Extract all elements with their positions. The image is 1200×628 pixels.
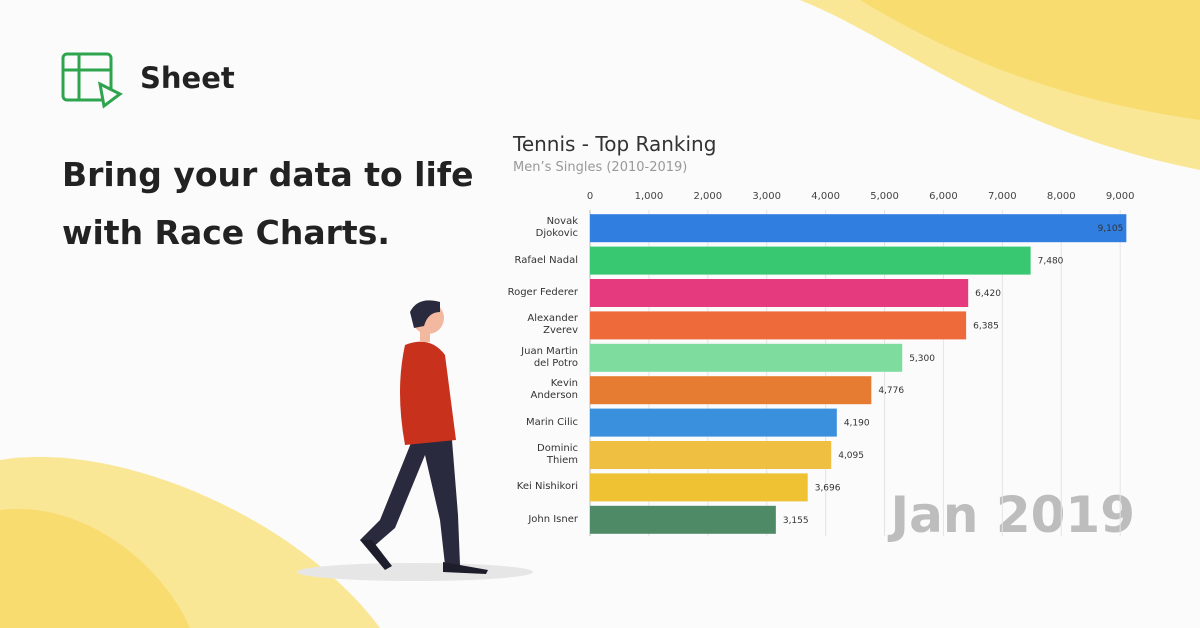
bar <box>590 343 903 372</box>
bar <box>590 408 837 437</box>
blob <box>860 0 1200 120</box>
y-tick-label: John Isner <box>528 513 578 525</box>
bar <box>590 279 969 307</box>
y-tick-label: Roger Federer <box>507 287 578 298</box>
blob <box>0 508 190 628</box>
x-tick-label: 6,000 <box>929 191 958 202</box>
x-tick-label: 7,000 <box>988 191 1017 202</box>
headline: Bring your data to life <box>62 155 474 194</box>
y-tick-label: Marin Cilic <box>526 416 578 428</box>
bar <box>590 473 808 502</box>
headline: with Race Charts. <box>62 213 390 252</box>
value-label: 4,776 <box>878 386 904 396</box>
y-tick-label: Dominic Thiem <box>537 443 578 466</box>
x-tick-label: 4,000 <box>811 191 840 202</box>
chart-subtitle: Men’s Singles (2010-2019) <box>513 160 687 175</box>
bar <box>590 505 776 534</box>
x-tick-label: 1,000 <box>635 191 664 202</box>
value-label: 3,155 <box>783 516 809 526</box>
bar <box>590 246 1031 275</box>
x-tick-label: 2,000 <box>693 191 722 202</box>
y-tick-label: Juan Martin del Potro <box>521 345 578 369</box>
y-tick-label: Kei Nishikori <box>516 481 578 493</box>
bar <box>590 441 832 469</box>
value-label: 7,480 <box>1038 257 1064 267</box>
value-label: 9,105 <box>1098 224 1124 234</box>
brand: Sheet <box>140 61 235 95</box>
x-tick-label: 0 <box>587 191 593 202</box>
y-tick-label: Novak Djokovic <box>535 216 578 240</box>
x-tick-label: 5,000 <box>870 191 899 202</box>
x-tick-label: 3,000 <box>752 191 781 202</box>
x-tick-label: 8,000 <box>1047 191 1076 202</box>
value-label: 6,420 <box>975 289 1001 299</box>
value-label: 3,696 <box>815 483 841 493</box>
date-label: Jan 2019 <box>887 486 1135 544</box>
value-label: 6,385 <box>973 321 999 331</box>
bar <box>590 311 967 340</box>
chart-title: Tennis - Top Ranking <box>512 132 716 156</box>
x-tick-label: 9,000 <box>1106 191 1135 202</box>
logo <box>61 52 123 109</box>
bar <box>590 376 872 405</box>
value-label: 4,095 <box>838 451 864 461</box>
person <box>297 300 533 581</box>
value-label: 4,190 <box>844 419 870 429</box>
y-tick-label: Rafael Nadal <box>514 254 578 266</box>
y-tick-label: Kevin Anderson <box>530 378 578 402</box>
y-tick-label: Alexander Zverev <box>527 313 578 337</box>
value-label: 5,300 <box>909 354 935 364</box>
bar <box>590 214 1127 243</box>
